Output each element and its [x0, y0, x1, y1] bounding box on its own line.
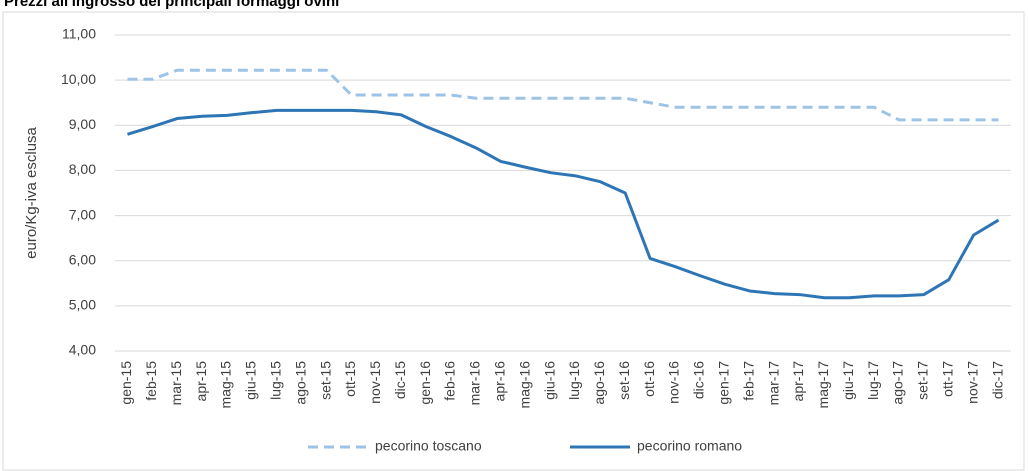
x-tick-label: lug-15 — [267, 361, 283, 400]
x-tick-label: mar-16 — [467, 361, 483, 406]
y-tick-label: 8,00 — [69, 161, 96, 177]
y-tick-label: 6,00 — [69, 251, 96, 267]
x-tick-label: ott-15 — [342, 361, 358, 397]
line-series — [127, 68, 999, 122]
x-tick-label: gen-15 — [118, 361, 134, 405]
x-tick-label: set-15 — [317, 361, 333, 400]
x-tick-label: feb-16 — [442, 361, 458, 401]
x-tick-label: ago-16 — [591, 361, 607, 405]
x-tick-label: ago-15 — [292, 361, 308, 405]
x-tick-label: feb-15 — [143, 361, 159, 401]
line-series — [127, 108, 1000, 300]
x-tick-label: set-16 — [616, 361, 632, 400]
x-tick-label: dic-17 — [989, 361, 1005, 399]
x-tick-label: nov-15 — [367, 361, 383, 404]
x-tick-label: mag-15 — [218, 361, 234, 409]
x-tick-label: ago-17 — [890, 361, 906, 405]
chart-frame — [2, 11, 1025, 471]
y-tick-label: 9,00 — [69, 116, 96, 132]
y-tick-label: 5,00 — [69, 297, 96, 313]
x-tick-label: feb-17 — [740, 361, 756, 401]
x-tick-label: mag-17 — [815, 361, 831, 409]
x-tick-label: mag-16 — [516, 361, 532, 409]
x-tick-label: apr-17 — [790, 361, 806, 402]
y-tick-label: 7,00 — [69, 206, 96, 222]
x-tick-label: dic-15 — [392, 361, 408, 399]
x-tick-label: mar-15 — [168, 361, 184, 406]
x-tick-label: lug-17 — [865, 361, 881, 400]
x-tick-label: mar-17 — [765, 361, 781, 406]
legend-label: pecorino toscano — [375, 438, 482, 454]
x-tick-label: giu-16 — [541, 361, 557, 400]
x-tick-label: gen-16 — [417, 361, 433, 405]
x-tick-label: apr-16 — [491, 361, 507, 402]
y-axis-label: euro/Kg-iva esclusa — [23, 126, 40, 258]
x-tick-label: giu-15 — [243, 361, 259, 400]
legend-label: pecorino romano — [637, 438, 742, 454]
x-tick-label: nov-16 — [666, 361, 682, 404]
x-tick-label: set-17 — [915, 361, 931, 400]
y-tick-label: 11,00 — [62, 26, 96, 42]
x-tick-label: lug-16 — [566, 361, 582, 400]
x-tick-label: giu-17 — [840, 361, 856, 400]
x-tick-label: apr-15 — [193, 361, 209, 402]
y-tick-label: 10,00 — [61, 71, 96, 87]
chart-title: Prezzi all'ingrosso dei principali forma… — [4, 0, 339, 10]
x-tick-label: nov-17 — [964, 361, 980, 404]
x-tick-label: dic-16 — [691, 361, 707, 399]
y-tick-label: 4,00 — [69, 342, 96, 358]
x-tick-label: ott-16 — [641, 361, 657, 397]
x-tick-label: gen-17 — [715, 361, 731, 405]
x-tick-label: ott-17 — [939, 361, 955, 397]
